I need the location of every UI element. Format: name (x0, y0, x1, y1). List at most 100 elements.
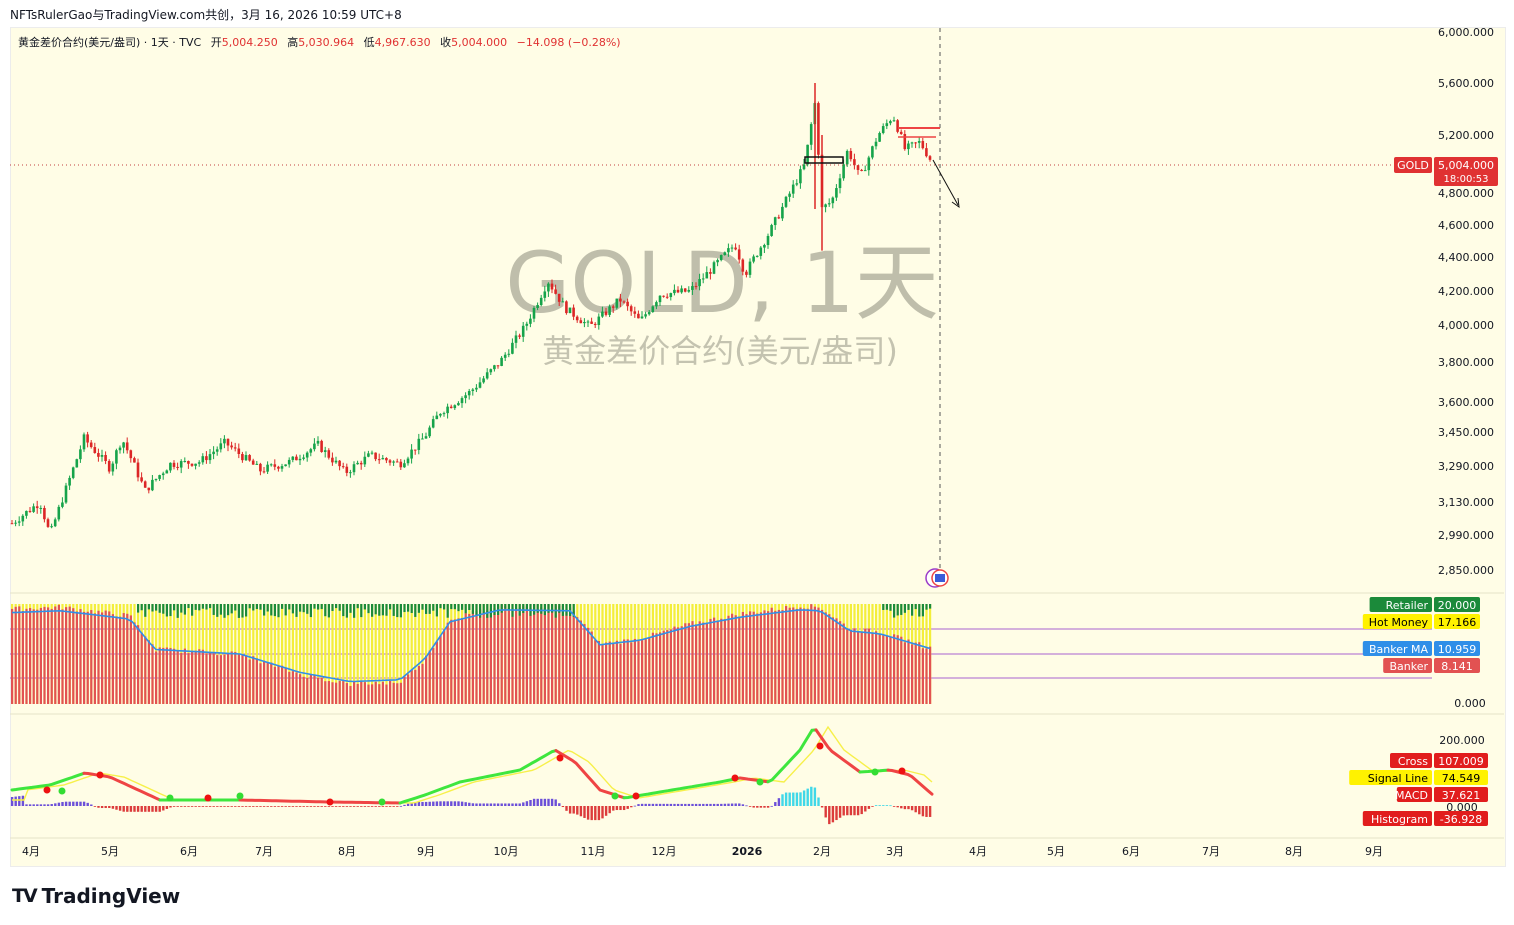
hot-money-bar (338, 604, 341, 704)
histogram-bar (720, 803, 723, 806)
banker-bar (338, 681, 341, 704)
candle-body (799, 169, 802, 184)
histogram-bar (72, 801, 75, 806)
retailer-bar (453, 604, 456, 610)
histogram-bar (694, 803, 698, 806)
histogram-bar (111, 806, 115, 809)
tradingview-logo-icon: TV (12, 885, 38, 907)
candle-body (352, 464, 356, 473)
histogram-bar (878, 805, 881, 806)
retailer-bar (540, 604, 543, 614)
histogram-bar (806, 788, 809, 806)
candle-body (241, 453, 244, 461)
banker-bar (219, 655, 222, 704)
candle-body (431, 419, 435, 428)
histogram-bar (482, 803, 485, 806)
histogram-bar (216, 806, 219, 807)
hot-money-bar (266, 604, 269, 704)
histogram-bar (658, 803, 662, 806)
hot-money-bar (360, 604, 363, 704)
hot-money-bar (421, 604, 424, 704)
candle-body (651, 306, 655, 313)
candle-body (694, 286, 698, 288)
histogram-bar (414, 801, 417, 806)
histogram-bar (572, 806, 575, 814)
tradingview-logo[interactable]: TV TradingView (12, 884, 180, 908)
macd-label-name: MACD (1395, 789, 1428, 802)
macd-label-name: Cross (1398, 755, 1428, 768)
candle-body (115, 450, 118, 464)
time-tick-label: 7月 (255, 845, 273, 858)
candle-body (75, 459, 79, 468)
banker-bar (669, 629, 672, 704)
histogram-bar (10, 797, 14, 806)
drawing-arrow[interactable] (932, 159, 959, 206)
flag-icon[interactable] (925, 568, 949, 588)
banker-bar (378, 684, 381, 704)
candle-body (892, 120, 896, 122)
banker-bar (659, 632, 662, 704)
candle-body (89, 442, 93, 448)
hot-money-bar (306, 604, 309, 704)
macd-label-name: Signal Line (1368, 772, 1428, 785)
banker-bar (579, 620, 582, 704)
banker-bar (900, 636, 903, 704)
histogram-bar (61, 801, 64, 806)
banker-bar (529, 608, 532, 704)
retailer-bar (212, 604, 215, 615)
legend-open: 5,004.250 (222, 36, 278, 49)
retailer-bar (896, 604, 899, 616)
retailer-bar (507, 604, 510, 610)
retailer-bar (281, 604, 284, 609)
candle-body (136, 462, 140, 478)
histogram-bar (849, 806, 853, 816)
candle-body (230, 445, 233, 448)
chart-panel[interactable] (10, 27, 1506, 867)
histogram-bar (874, 805, 878, 806)
histogram-bar (147, 806, 151, 812)
candle-body (586, 321, 590, 323)
candle-body (590, 321, 593, 324)
banker-bar (752, 611, 755, 704)
candle-body (100, 455, 104, 457)
banker-bar (709, 618, 712, 704)
candle-body (79, 449, 82, 460)
candle-body (179, 461, 183, 468)
candle-body (604, 311, 608, 315)
histogram-bar (835, 806, 838, 821)
candle-body (647, 312, 651, 315)
histogram-bar (702, 803, 705, 806)
candle-body (575, 316, 579, 321)
retailer-bar (425, 604, 428, 614)
banker-bar (558, 606, 561, 704)
histogram-bar (194, 806, 197, 807)
hot-money-bar (223, 604, 226, 704)
histogram-bar (334, 806, 338, 807)
retailer-bar (367, 604, 370, 614)
candle-body (28, 510, 32, 512)
retailer-bar (500, 604, 503, 613)
histogram-bar (583, 806, 586, 818)
banker-bar (572, 611, 575, 704)
candle-body (359, 462, 363, 465)
watermark-title: GOLD, 1天 (505, 234, 939, 332)
candle-body (457, 403, 460, 406)
histogram-bar (288, 806, 291, 807)
histogram-bar (439, 801, 442, 806)
banker-bar (306, 677, 309, 704)
candle-body (903, 133, 907, 150)
candle-body (550, 283, 554, 290)
drawing-rectangle[interactable] (804, 156, 844, 164)
hot-money-bar (349, 604, 352, 704)
candle-body (741, 259, 745, 272)
candle-body (399, 461, 403, 468)
histogram-bar (759, 806, 763, 808)
candle-body (881, 126, 885, 134)
price-tick-label: 4,000.000 (1438, 319, 1494, 332)
retailer-bar (414, 604, 417, 617)
histogram-bar (388, 806, 392, 807)
retailer-bar (389, 604, 392, 610)
histogram-bar (910, 806, 914, 811)
time-tick-label: 12月 (652, 845, 677, 858)
